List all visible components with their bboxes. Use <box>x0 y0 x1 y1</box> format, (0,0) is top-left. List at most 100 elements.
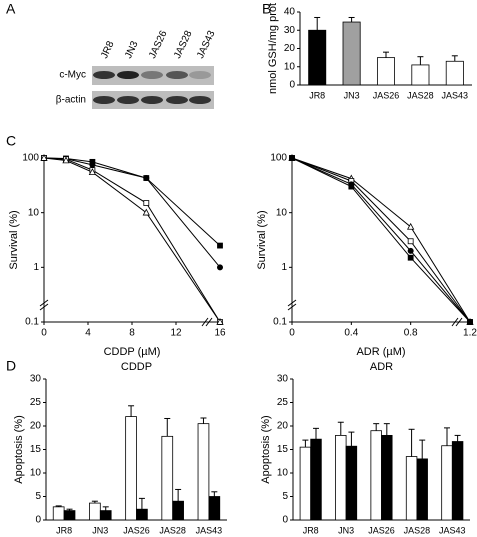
band <box>93 71 115 79</box>
y-tick-label: 25 <box>30 397 42 408</box>
x-tick-label: JAS28 <box>404 525 431 535</box>
marker <box>89 161 96 168</box>
bar <box>197 423 210 521</box>
bar <box>441 445 453 521</box>
y-tick-label: 20 <box>30 421 42 432</box>
x-tick-label: 12 <box>170 328 182 339</box>
axis-break <box>39 299 49 311</box>
y-tick-label: 0 <box>35 515 41 526</box>
chart-title: ADR <box>370 361 393 373</box>
x-tick-label: 8 <box>129 328 135 339</box>
x-tick-label: JAS26 <box>373 90 400 100</box>
marker <box>289 155 295 161</box>
y-axis-label: nmol GSH/mg prot <box>267 3 279 94</box>
y-tick-label: 1 <box>33 262 39 273</box>
x-tick-label: 1.2 <box>463 328 477 339</box>
band <box>189 71 211 79</box>
bar <box>63 510 76 521</box>
y-tick-label: 15 <box>277 444 289 455</box>
series-line <box>291 157 471 323</box>
bar <box>445 60 464 86</box>
axis-break <box>201 317 213 327</box>
axis-break <box>287 299 297 311</box>
bar <box>451 441 464 521</box>
x-tick-label: JAS43 <box>442 90 469 100</box>
bar <box>345 445 358 521</box>
y-tick-label: 40 <box>284 7 296 18</box>
bar <box>172 500 184 521</box>
y-axis-label: Survival (%) <box>8 210 20 269</box>
bar <box>299 446 312 521</box>
x-axis-label: CDDP (µM) <box>104 346 161 358</box>
marker <box>143 175 150 182</box>
band <box>166 71 188 79</box>
marker <box>142 208 150 216</box>
band <box>117 96 139 104</box>
y-tick-label: 0 <box>289 80 295 91</box>
y-tick-label: 15 <box>30 444 42 455</box>
bar <box>335 434 347 521</box>
x-tick-label: 0.4 <box>344 328 358 339</box>
bar <box>342 21 361 86</box>
bar <box>89 502 101 521</box>
panel-label: D <box>6 358 16 374</box>
y-tick-label: 1 <box>281 262 287 273</box>
y-axis-label: Apoptosis (%) <box>13 415 25 483</box>
bar <box>411 64 430 86</box>
marker <box>143 200 150 206</box>
bar <box>405 456 418 521</box>
y-tick-label: 100 <box>22 153 39 164</box>
band <box>117 71 139 79</box>
bar <box>125 416 137 521</box>
marker <box>88 168 97 175</box>
y-tick-label: 30 <box>30 374 42 385</box>
x-tick-label: JN3 <box>344 90 360 100</box>
y-tick-label: 10 <box>277 468 289 479</box>
x-tick-label: 16 <box>214 328 226 339</box>
y-tick-label: 0.1 <box>273 317 287 328</box>
marker <box>40 153 48 161</box>
band <box>93 96 115 104</box>
y-tick-label: 5 <box>282 491 288 502</box>
band <box>141 96 163 104</box>
y-tick-label: 30 <box>277 374 289 385</box>
band <box>166 96 188 104</box>
series-line <box>291 157 471 323</box>
y-tick-label: 100 <box>270 153 287 164</box>
bar <box>308 29 327 86</box>
x-tick-label: 0 <box>289 328 295 339</box>
band <box>189 96 211 104</box>
marker <box>407 238 414 245</box>
y-tick-label: 25 <box>277 397 289 408</box>
panel-label: C <box>6 133 16 149</box>
bar <box>416 458 428 521</box>
band <box>141 71 163 79</box>
chart-title: CDDP <box>121 361 152 373</box>
x-tick-label: JAS28 <box>159 525 186 535</box>
y-tick-label: 5 <box>35 491 41 502</box>
y-tick-label: 0.1 <box>25 317 39 328</box>
x-tick-label: JAS43 <box>196 525 223 535</box>
x-tick-label: JAS28 <box>407 90 434 100</box>
x-tick-label: JAS26 <box>123 525 150 535</box>
bar <box>136 508 148 521</box>
row-label: β-actin <box>56 95 86 106</box>
x-tick-label: JN3 <box>92 525 108 535</box>
y-tick-label: 10 <box>284 61 296 72</box>
marker <box>216 317 224 325</box>
y-tick-label: 10 <box>276 207 288 218</box>
x-tick-label: 0.8 <box>404 328 418 339</box>
row-label: c-Myc <box>59 70 86 81</box>
marker <box>348 183 355 190</box>
x-tick-label: JR8 <box>56 525 72 535</box>
panel-label: A <box>6 1 16 17</box>
bar <box>370 430 382 521</box>
y-tick-label: 30 <box>284 25 296 36</box>
y-axis-label: Apoptosis (%) <box>260 415 272 483</box>
bar <box>381 434 393 521</box>
bar <box>99 510 112 521</box>
y-axis-label: Survival (%) <box>256 210 268 269</box>
marker <box>216 264 223 271</box>
